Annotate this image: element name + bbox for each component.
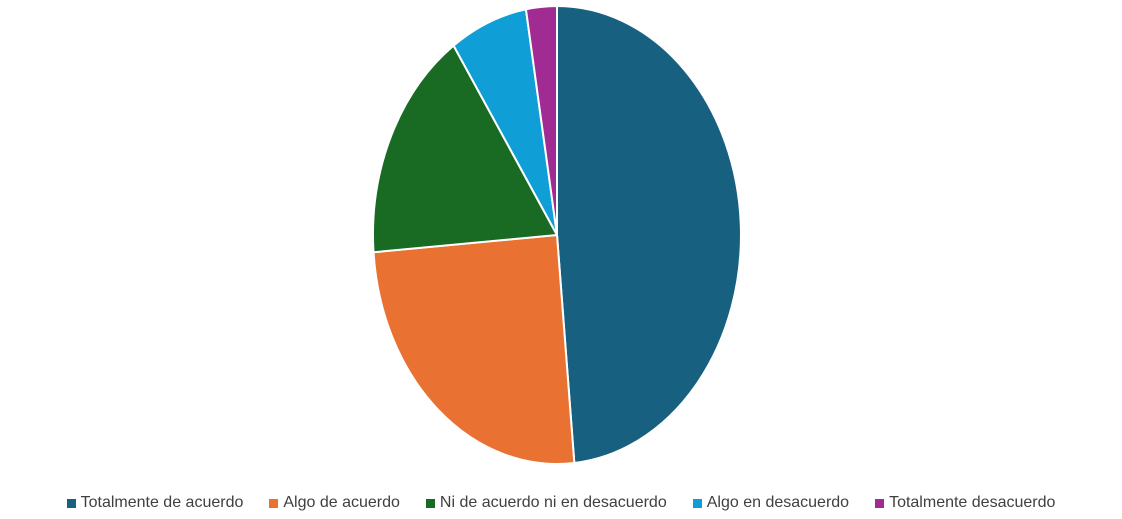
legend-swatch-5: [875, 498, 885, 508]
legend-swatch-3: [425, 498, 435, 508]
pie-slice-5: [524, 5, 558, 236]
chart-legend: Totalmente de acuerdo Algo de acuerdo Ni d…: [0, 490, 1122, 516]
pie-slice-1: [556, 5, 742, 464]
pie-slice-2: [372, 234, 576, 465]
legend-swatch-1: [66, 498, 76, 508]
legend-label-2: Algo de acuerdo: [283, 494, 400, 511]
legend-label-4: Algo en desacuerdo: [706, 494, 850, 511]
legend-label-3: Ni de acuerdo ni en desacuerdo: [439, 494, 667, 511]
pie-slice-3: [372, 44, 558, 254]
legend-item-3: Ni de acuerdo ni en desacuerdo: [425, 494, 667, 512]
legend-label-5: Totalmente desacuerdo: [889, 494, 1056, 511]
pie-chart-plot: [372, 5, 742, 465]
legend-item-1: Totalmente de acuerdo: [66, 494, 244, 512]
legend-item-4: Algo en desacuerdo: [692, 494, 850, 512]
legend-item-2: Algo de acuerdo: [269, 494, 400, 512]
legend-label-1: Totalmente de acuerdo: [80, 494, 244, 511]
legend-swatch-4: [692, 498, 702, 508]
legend-swatch-2: [269, 498, 279, 508]
legend-item-5: Totalmente desacuerdo: [875, 494, 1055, 512]
